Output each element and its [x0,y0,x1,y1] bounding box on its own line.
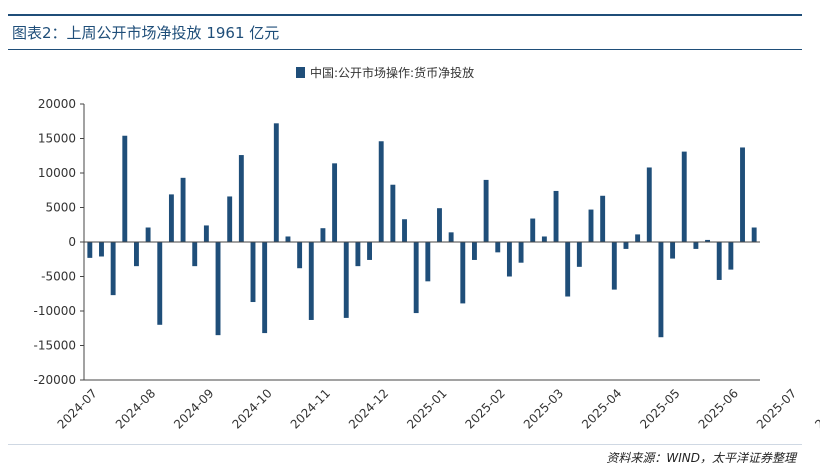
bar [215,242,221,336]
bar [343,242,349,318]
bar [180,177,186,242]
source-note: 资料来源：WIND，太平洋证券整理 [606,451,796,465]
y-tick-label: 20000 [38,97,76,111]
x-tick-label: 2024-11 [288,386,333,431]
bar [611,242,617,290]
x-tick-label: 2025-02 [463,386,508,431]
x-tick-label: 2025-08 [812,386,820,431]
x-tick-label: 2025-04 [579,386,624,431]
bar [203,225,209,242]
bar [530,218,536,242]
bar [87,242,93,258]
x-tick-label: 2025-05 [637,386,682,431]
bar [238,155,244,242]
x-tick-label: 2025-03 [521,386,566,431]
bar [110,242,116,296]
bar [658,242,664,338]
y-tick-label: -20000 [33,373,76,387]
bar [227,196,233,242]
bar [705,239,710,242]
bar [99,242,104,257]
bar [262,242,268,334]
bar [693,242,699,249]
bar [483,179,489,242]
bar [728,242,734,270]
y-tick-label: 0 [68,235,76,249]
bar [681,151,687,242]
bar [448,232,454,242]
bar-chart: 中国:公开市场操作:货币净投放 20000 15000 10000 5000 0 -500… [33,65,820,432]
bar [425,242,431,282]
bar [250,242,256,303]
bar [168,194,174,242]
x-tick-label: 2024-10 [229,386,274,431]
bar [320,228,326,242]
footer-rule [8,444,802,445]
bar [670,242,676,259]
bar [600,195,606,242]
x-tick-label: 2025-06 [696,386,741,431]
bar [355,242,361,267]
y-axis: 20000 15000 10000 5000 0 -5000 -10000 -15000 -20… [33,97,85,387]
bar [122,135,128,242]
bar [751,227,757,242]
x-tick-label: 2024-08 [113,386,158,431]
bar [716,242,722,280]
x-tick-label: 2025-01 [404,386,449,431]
bar [472,242,477,260]
y-tick-label: 10000 [38,166,76,180]
y-tick-label: -5000 [41,270,76,284]
bar [588,209,594,242]
bar [506,242,512,277]
bar [390,184,396,242]
bar [646,167,652,242]
x-axis: 2024-07 2024-08 2024-09 2024-10 2024-11 2024-… [55,241,820,432]
x-tick-label: 2024-09 [171,386,216,431]
bar [378,141,384,242]
bar [297,242,303,269]
bar [308,242,314,320]
bar [553,190,559,242]
y-tick-label: 15000 [38,132,76,146]
bar [285,236,291,242]
x-tick-label: 2025-07 [754,386,799,431]
bar [367,242,372,260]
y-tick-label: -10000 [33,304,76,318]
bar [437,208,442,242]
bar [273,123,279,242]
bar [565,242,571,297]
bar [541,236,547,242]
bar [134,242,139,267]
y-tick-label: 5000 [45,201,76,215]
legend-swatch [296,67,305,78]
header-bottom-rule [8,49,802,50]
bar [623,242,629,249]
bar [332,163,338,242]
bar [740,147,745,242]
x-tick-label: 2024-07 [55,386,100,431]
header-top-rule [8,14,802,16]
y-tick-label: -15000 [33,339,76,353]
bar [460,242,466,304]
figure-title: 图表2：上周公开市场净投放 1961 亿元 [12,24,280,42]
bar [495,242,501,253]
bar [518,242,524,263]
legend: 中国:公开市场操作:货币净投放 [296,65,474,80]
bar [576,242,582,267]
bar-series [87,123,757,338]
bar [157,242,163,325]
bar [635,234,641,242]
x-tick-label: 2024-12 [346,386,391,431]
bar [413,242,419,314]
bar [145,227,151,242]
bar [192,242,198,267]
bar [402,219,407,242]
legend-label: 中国:公开市场操作:货币净投放 [310,65,474,80]
